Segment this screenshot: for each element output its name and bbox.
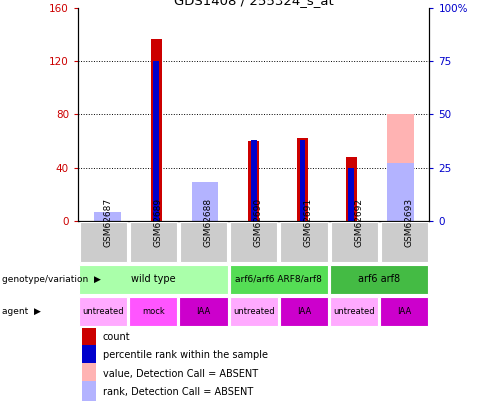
Text: genotype/variation  ▶: genotype/variation ▶ [2, 275, 102, 284]
Text: untreated: untreated [333, 307, 375, 316]
Bar [281, 222, 327, 262]
Bar [192, 182, 219, 221]
Text: value, Detection Call = ABSENT: value, Detection Call = ABSENT [102, 369, 258, 379]
Bar [180, 222, 227, 262]
Bar [230, 265, 328, 294]
Bar [348, 168, 354, 221]
Bar [192, 186, 219, 221]
Text: GSM62688: GSM62688 [203, 198, 213, 247]
Bar [81, 381, 96, 403]
Text: arf6/arf6 ARF8/arf8: arf6/arf6 ARF8/arf8 [235, 275, 322, 284]
Text: untreated: untreated [233, 307, 275, 316]
Bar [180, 297, 228, 326]
Text: GSM62690: GSM62690 [254, 198, 263, 247]
Bar [81, 363, 96, 384]
Bar [153, 61, 159, 221]
Bar [280, 297, 328, 326]
Text: GSM62687: GSM62687 [103, 198, 112, 247]
Text: count: count [102, 332, 130, 342]
Bar [80, 222, 127, 262]
Bar [387, 163, 414, 221]
Text: rank, Detection Call = ABSENT: rank, Detection Call = ABSENT [102, 387, 253, 397]
Bar [248, 141, 259, 221]
Text: mock: mock [142, 307, 165, 316]
Bar [330, 297, 378, 326]
Text: wild type: wild type [131, 275, 176, 284]
Text: GSM62692: GSM62692 [354, 198, 363, 247]
Bar [297, 139, 308, 221]
Bar [230, 297, 278, 326]
Bar [79, 265, 228, 294]
Bar [251, 140, 257, 221]
Text: IAA: IAA [197, 307, 211, 316]
Bar [230, 222, 277, 262]
Bar [330, 265, 428, 294]
Text: GSM62689: GSM62689 [153, 198, 163, 247]
Bar [94, 212, 121, 221]
Bar [151, 38, 162, 221]
Text: IAA: IAA [297, 307, 311, 316]
Bar [381, 222, 428, 262]
Bar [81, 345, 96, 366]
Text: GSM62691: GSM62691 [304, 198, 313, 247]
Bar [380, 297, 428, 326]
Text: GSM62693: GSM62693 [405, 198, 413, 247]
Text: agent  ▶: agent ▶ [2, 307, 41, 316]
Bar [81, 326, 96, 348]
Bar [129, 297, 178, 326]
Bar [79, 297, 127, 326]
Title: GDS1408 / 255324_s_at: GDS1408 / 255324_s_at [174, 0, 334, 7]
Bar [346, 157, 357, 221]
Text: arf6 arf8: arf6 arf8 [358, 275, 400, 284]
Bar [387, 115, 414, 221]
Text: untreated: untreated [82, 307, 124, 316]
Text: IAA: IAA [397, 307, 411, 316]
Text: percentile rank within the sample: percentile rank within the sample [102, 350, 268, 360]
Bar [300, 140, 305, 221]
Bar [330, 222, 378, 262]
Bar [130, 222, 177, 262]
